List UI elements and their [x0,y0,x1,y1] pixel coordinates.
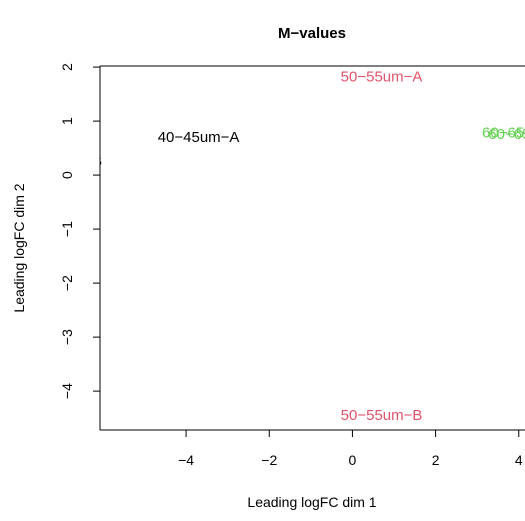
y-tick-label: −4 [59,383,75,399]
y-tick-label: −2 [59,275,75,291]
sample-point-label: 50−55um−A [341,68,423,85]
x-tick-label: 0 [349,452,357,468]
sample-point-label: 60−65um−B [488,126,525,143]
x-axis-label: Leading logFC dim 1 [247,494,376,510]
y-axis-ticks: 2 1 0 −1 −2 −3 −4 [59,63,100,399]
sample-point-label: 40−45um−A [158,129,240,146]
y-tick-label: −1 [59,221,75,237]
x-axis-ticks: −4 −2 0 2 4 [178,430,523,468]
x-tick-label: −2 [261,452,277,468]
sample-point-label: 60−65um−A [482,124,525,141]
y-axis-label: Leading logFC dim 2 [11,183,27,312]
x-tick-label: −4 [178,452,194,468]
sample-point-label: 40−45um−B [20,153,102,170]
y-tick-label: 0 [59,171,75,179]
point-labels: 40−45um−A 40−45um−B 50−55um−A 50−55um−B 60−6… [20,68,525,424]
sample-point-label: 50−55um−B [341,407,423,424]
y-tick-label: 2 [59,63,75,71]
x-tick-label: 2 [432,452,440,468]
chart-title: M−values [278,25,346,42]
x-tick-label: 4 [515,452,523,468]
y-tick-label: −3 [59,329,75,345]
y-tick-label: 1 [59,117,75,125]
